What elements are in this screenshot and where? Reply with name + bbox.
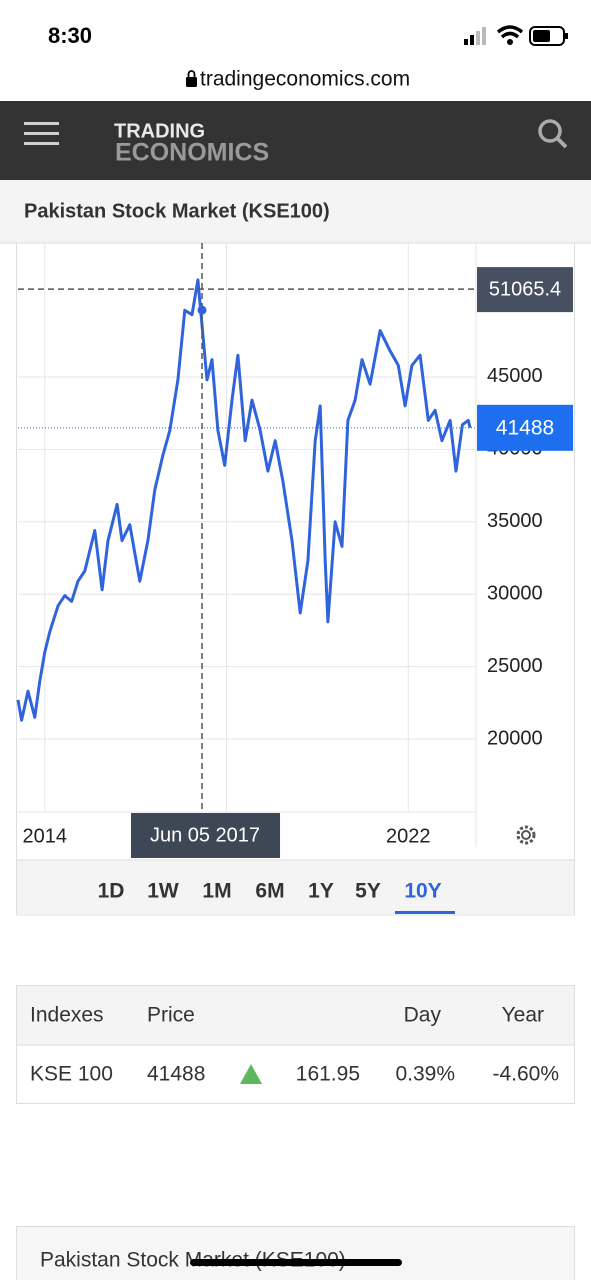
cursor-date-box xyxy=(131,813,281,858)
x-tick-label: 2014 xyxy=(23,825,68,847)
menu-icon[interactable] xyxy=(24,122,59,145)
cursor-dot xyxy=(197,305,207,315)
range-button[interactable]: 1D xyxy=(98,880,125,903)
title-bar xyxy=(0,180,591,243)
table-cell: -4.60% xyxy=(492,1063,559,1086)
table-header-bg xyxy=(17,986,574,1045)
home-indicator xyxy=(190,1259,402,1266)
x-tick-label: 2022 xyxy=(386,825,431,847)
up-arrow xyxy=(240,1064,262,1084)
lock-icon xyxy=(186,70,197,87)
y-tick-label: 20000 xyxy=(487,727,543,749)
logo-top[interactable]: TRADING xyxy=(114,120,205,142)
range-button[interactable]: 1W xyxy=(147,880,179,903)
y-tick-label: 45000 xyxy=(487,365,543,387)
table-header: Indexes xyxy=(30,1004,104,1027)
wifi-icon xyxy=(496,25,524,39)
price-line xyxy=(16,278,472,722)
status-time: 8:30 xyxy=(48,23,92,48)
signal-icon xyxy=(464,27,486,45)
last-value-box xyxy=(477,404,573,451)
range-button[interactable]: 10Y xyxy=(404,880,441,903)
table: Indexes Price Day Year KSE 100 41488 161.95 0.3… xyxy=(30,1004,559,1086)
y-tick-label: 25000 xyxy=(487,655,543,677)
range-button[interactable]: 1Y xyxy=(308,880,334,903)
search-icon[interactable] xyxy=(538,119,568,149)
settings-icon[interactable] xyxy=(516,825,536,845)
footer-card xyxy=(16,1226,575,1285)
cursor-value-label: 51065.4 xyxy=(489,278,561,300)
table-cell: 161.95 xyxy=(296,1063,360,1086)
table-cell: 41488 xyxy=(147,1063,205,1086)
range-button[interactable]: 1M xyxy=(202,880,231,903)
range-buttons: 1D 1W 1M 6M 1Y 5Y 10Y xyxy=(98,880,455,914)
range-bar xyxy=(17,860,574,915)
gear-ring xyxy=(516,825,536,845)
gear-hub xyxy=(521,830,531,840)
range-button[interactable]: 5Y xyxy=(355,880,381,903)
battery-level xyxy=(533,30,550,42)
y-tick-label: 30000 xyxy=(487,582,543,604)
table-header: Year xyxy=(502,1004,544,1027)
plot: 2000025000300003500040000450002014201820… xyxy=(16,243,573,858)
battery-icon xyxy=(529,26,565,46)
range-button[interactable]: 6M xyxy=(255,880,284,903)
table-header: Price xyxy=(147,1004,195,1027)
battery-tip xyxy=(565,33,568,39)
cursor-value-box xyxy=(477,267,573,313)
y-tick-label: 35000 xyxy=(487,510,543,532)
active-underline xyxy=(395,911,455,914)
cursor-date-label: Jun 05 2017 xyxy=(150,824,260,846)
site-header xyxy=(0,101,591,180)
url[interactable]: tradingeconomics.com xyxy=(200,68,410,91)
wifi-dot xyxy=(507,39,513,45)
last-value-label: 41488 xyxy=(496,416,554,439)
table-header: Day xyxy=(404,1004,442,1027)
table-cell: 0.39% xyxy=(395,1063,455,1086)
table-cell: KSE 100 xyxy=(30,1063,113,1086)
logo-bottom[interactable]: ECONOMICS xyxy=(115,139,269,167)
chart-title: Pakistan Stock Market (KSE100) xyxy=(24,200,330,222)
